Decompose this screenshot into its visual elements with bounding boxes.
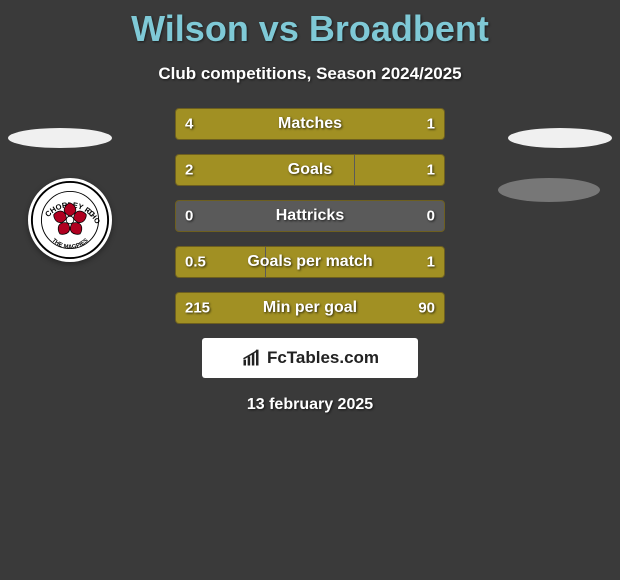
stat-row: Matches4 1	[175, 108, 445, 140]
stat-row: Goals2 1	[175, 154, 445, 186]
stats-comparison-area: Matches41Goals21Hattricks00Goals per mat…	[175, 108, 445, 324]
right-player-photo-placeholder-1	[508, 128, 612, 148]
stat-label: Hattricks	[175, 207, 445, 225]
stat-value-left: 0	[185, 208, 193, 225]
stat-label: Min per goal	[175, 299, 445, 317]
brand-text: FcTables.com	[267, 348, 379, 368]
right-player-photo-placeholder-2	[498, 178, 600, 202]
stat-value-left: 215	[185, 300, 210, 317]
chorley-fc-crest-icon: CHORLEY FC CHORLEY FC THE MAGPIES	[30, 180, 110, 260]
stat-value-left: 4	[185, 116, 193, 133]
stat-row: Min per goal215 90	[175, 292, 445, 324]
stat-value-right: 0	[427, 208, 435, 225]
subtitle: Club competitions, Season 2024/2025	[0, 64, 620, 84]
stat-value-right: 1	[427, 254, 435, 271]
stat-label: Goals	[175, 161, 445, 179]
stat-label: Matches	[175, 115, 445, 133]
stat-value-left: 2	[185, 162, 193, 179]
date-label: 13 february 2025	[0, 396, 620, 414]
stat-value-right: 1	[427, 162, 435, 179]
stat-row: Goals per match0.5 1	[175, 246, 445, 278]
stat-value-right: 90	[418, 300, 435, 317]
left-player-photo-placeholder	[8, 128, 112, 148]
page-title: Wilson vs Broadbent	[0, 0, 620, 50]
stat-value-right: 1	[427, 116, 435, 133]
stat-label: Goals per match	[175, 253, 445, 271]
brand-badge[interactable]: FcTables.com	[202, 338, 418, 378]
stat-value-left: 0.5	[185, 254, 206, 271]
stat-row: Hattricks0 0	[175, 200, 445, 232]
left-club-badge: CHORLEY FC CHORLEY FC THE MAGPIES	[28, 178, 112, 262]
bar-chart-icon	[241, 348, 261, 368]
